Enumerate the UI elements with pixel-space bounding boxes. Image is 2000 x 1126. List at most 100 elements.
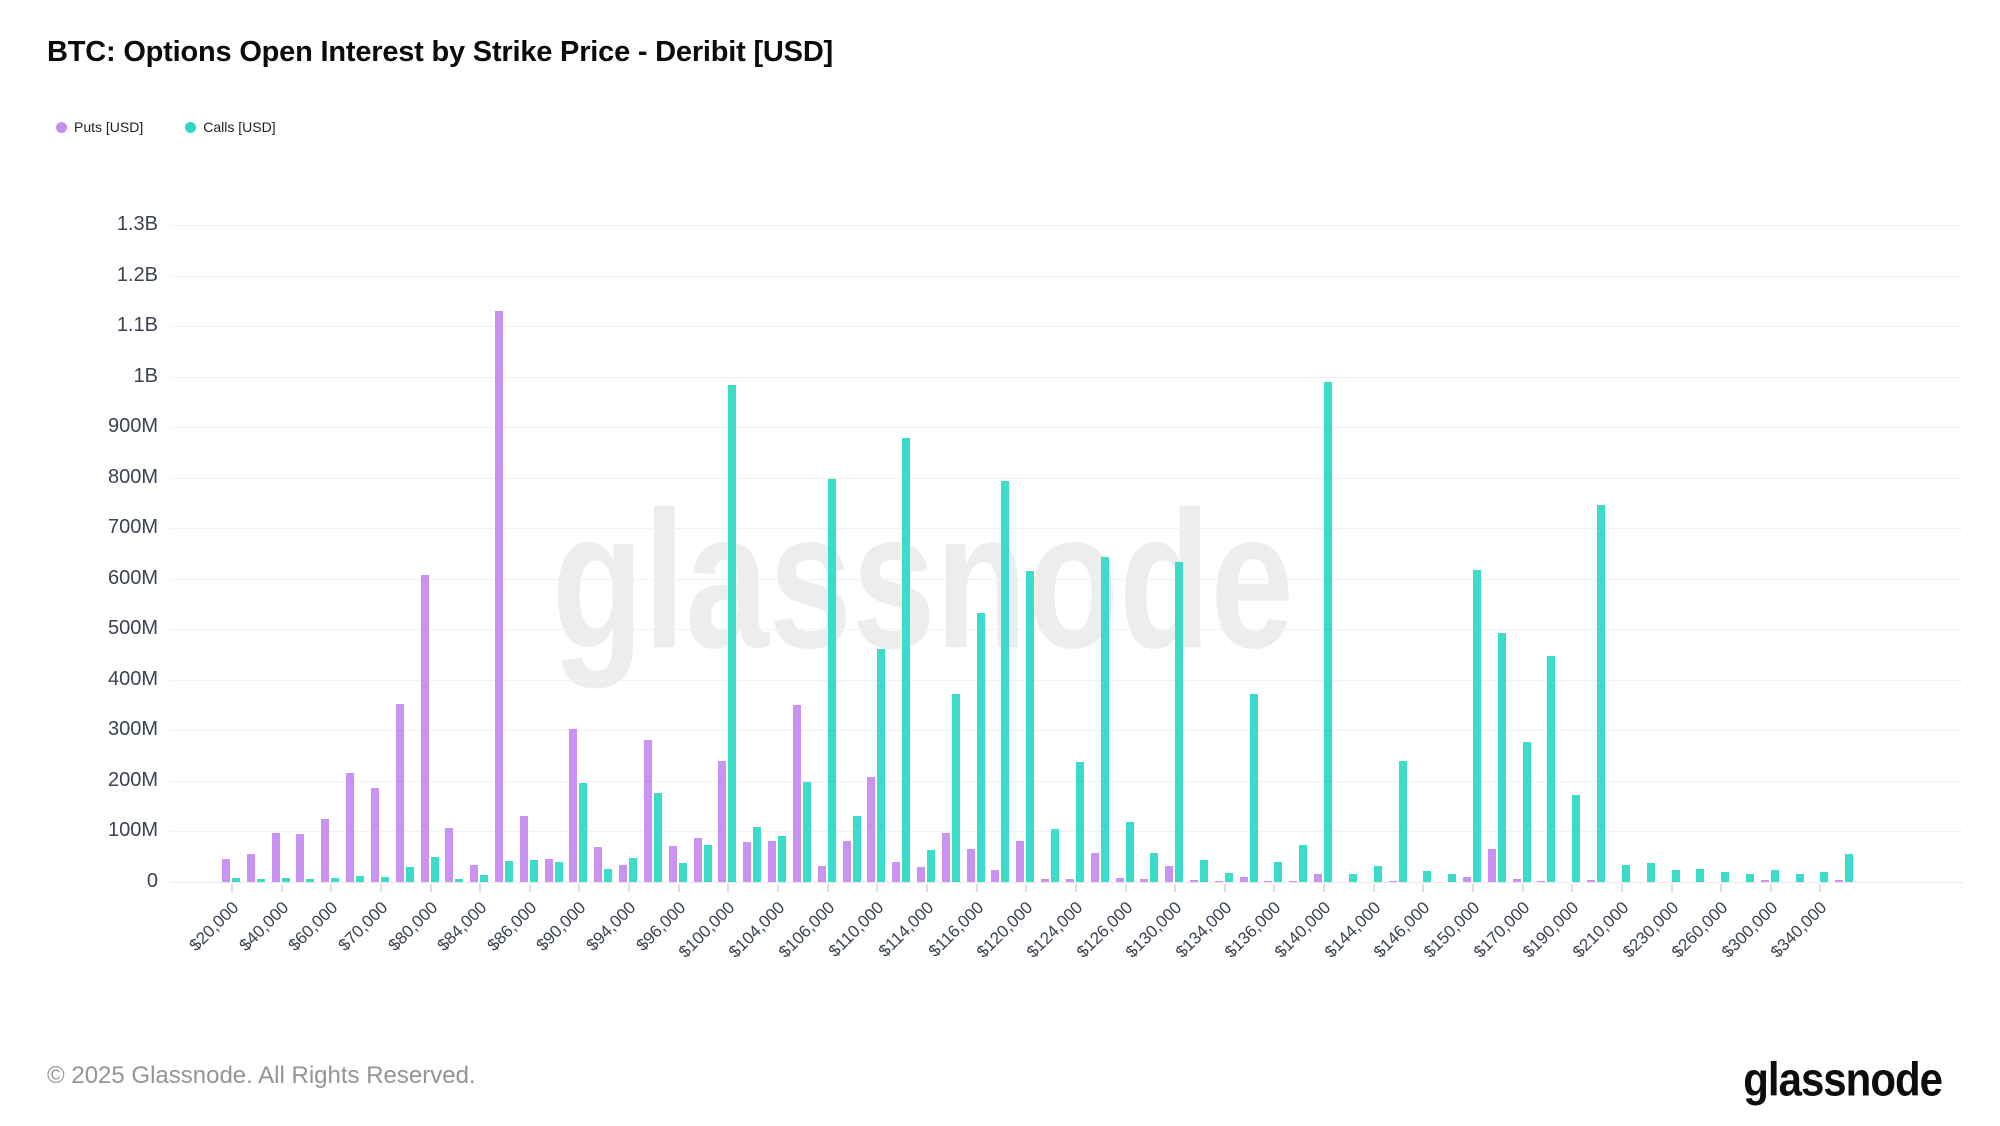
bar-put-$88,000[interactable]: [544, 858, 553, 882]
bar-call-$65,000[interactable]: [356, 875, 365, 882]
bar-call-$170,000[interactable]: [1522, 741, 1531, 882]
bar-put-$30,000[interactable]: [246, 853, 255, 882]
bar-put-$150,000[interactable]: [1463, 876, 1471, 882]
bar-call-$115,000[interactable]: [951, 693, 960, 882]
legend-item-calls[interactable]: Calls [USD]: [185, 119, 276, 135]
bar-put-$80,000[interactable]: [420, 574, 429, 882]
bar-put-$138,000[interactable]: [1289, 880, 1298, 882]
bar-call-$148,000[interactable]: [1448, 874, 1457, 882]
bar-call-$320,000[interactable]: [1795, 874, 1804, 882]
bar-call-$70,000[interactable]: [380, 876, 389, 882]
bar-call-$124,000[interactable]: [1075, 761, 1084, 882]
bar-call-$116,000[interactable]: [976, 613, 985, 882]
bar-put-$124,000[interactable]: [1065, 879, 1074, 882]
bar-put-$160,000[interactable]: [1487, 849, 1496, 882]
bar-call-$132,000[interactable]: [1199, 859, 1208, 882]
bar-put-$145,000[interactable]: [1388, 880, 1397, 882]
bar-call-$88,000[interactable]: [554, 861, 563, 882]
bar-call-$134,000[interactable]: [1224, 872, 1233, 882]
bar-call-$130,000[interactable]: [1175, 561, 1184, 882]
bar-put-$105,000[interactable]: [792, 705, 801, 882]
bar-put-$112,000[interactable]: [892, 862, 901, 882]
bar-call-$180,000[interactable]: [1547, 655, 1556, 882]
bar-put-$98,000[interactable]: [693, 837, 702, 882]
bar-put-$60,000[interactable]: [321, 819, 330, 882]
bar-put-$128,000[interactable]: [1140, 878, 1149, 882]
bar-call-$125,000[interactable]: [1100, 557, 1109, 882]
bar-call-$75,000[interactable]: [405, 866, 414, 882]
bar-put-$200,000[interactable]: [1587, 880, 1596, 882]
bar-call-$128,000[interactable]: [1150, 853, 1159, 882]
bar-call-$190,000[interactable]: [1572, 794, 1581, 882]
bar-call-$118,000[interactable]: [1001, 481, 1010, 882]
bar-put-$70,000[interactable]: [370, 787, 379, 882]
bar-put-$126,000[interactable]: [1115, 878, 1124, 882]
bar-call-$86,000[interactable]: [529, 859, 538, 882]
bar-call-$94,000[interactable]: [629, 857, 638, 882]
bar-call-$220,000[interactable]: [1646, 862, 1655, 882]
bar-call-$142,000[interactable]: [1348, 874, 1357, 882]
bar-call-$200,000[interactable]: [1597, 505, 1606, 882]
bar-put-$102,000[interactable]: [743, 841, 752, 882]
bar-call-$108,000[interactable]: [852, 815, 861, 882]
bar-call-$30,000[interactable]: [256, 879, 265, 882]
bar-call-$340,000[interactable]: [1820, 871, 1829, 882]
bar-call-$106,000[interactable]: [827, 478, 836, 882]
bar-call-$102,000[interactable]: [753, 827, 762, 882]
bar-call-$100,000[interactable]: [728, 385, 737, 882]
bar-call-$95,000[interactable]: [653, 792, 662, 882]
bar-call-$150,000[interactable]: [1473, 570, 1481, 882]
bar-put-$110,000[interactable]: [867, 777, 876, 882]
bar-call-$138,000[interactable]: [1299, 844, 1308, 882]
bar-put-$115,000[interactable]: [941, 833, 950, 882]
bar-call-$105,000[interactable]: [802, 782, 811, 882]
bar-call-$80,000[interactable]: [430, 856, 439, 882]
bar-put-$122,000[interactable]: [1041, 879, 1050, 882]
bar-call-$90,000[interactable]: [579, 782, 588, 882]
bar-call-$82,000[interactable]: [455, 879, 464, 882]
bar-put-$132,000[interactable]: [1189, 880, 1198, 882]
bar-put-$94,000[interactable]: [619, 864, 628, 882]
bar-put-$180,000[interactable]: [1537, 880, 1546, 882]
bar-put-$85,000[interactable]: [495, 310, 504, 882]
bar-call-$85,000[interactable]: [505, 860, 514, 882]
bar-call-$280,000[interactable]: [1746, 874, 1755, 882]
bar-call-$112,000[interactable]: [902, 437, 911, 882]
bar-call-$146,000[interactable]: [1423, 870, 1432, 882]
bar-call-$145,000[interactable]: [1398, 760, 1407, 882]
bar-call-$136,000[interactable]: [1274, 861, 1283, 882]
legend-item-puts[interactable]: Puts [USD]: [56, 119, 143, 135]
bar-put-$360,000[interactable]: [1835, 880, 1844, 882]
bar-call-$120,000[interactable]: [1026, 570, 1035, 882]
bar-call-$230,000[interactable]: [1671, 870, 1680, 882]
bar-call-$110,000[interactable]: [877, 649, 886, 882]
bar-call-$160,000[interactable]: [1497, 633, 1506, 882]
bar-put-$118,000[interactable]: [991, 869, 1000, 882]
bar-call-$135,000[interactable]: [1249, 693, 1258, 882]
bar-put-$100,000[interactable]: [718, 760, 727, 882]
bar-call-$126,000[interactable]: [1125, 821, 1134, 882]
bar-put-$92,000[interactable]: [594, 846, 603, 882]
bar-put-$106,000[interactable]: [817, 866, 826, 882]
bar-put-$82,000[interactable]: [445, 827, 454, 882]
bar-call-$122,000[interactable]: [1051, 828, 1060, 882]
bar-put-$90,000[interactable]: [569, 728, 578, 882]
bar-put-$104,000[interactable]: [768, 841, 777, 882]
bar-call-$144,000[interactable]: [1373, 866, 1382, 882]
bar-put-$134,000[interactable]: [1214, 880, 1223, 882]
bar-put-$86,000[interactable]: [519, 816, 528, 882]
bar-call-$140,000[interactable]: [1324, 382, 1333, 882]
bar-call-$260,000[interactable]: [1721, 872, 1730, 882]
bar-call-$50,000[interactable]: [306, 879, 315, 882]
bar-call-$360,000[interactable]: [1845, 854, 1854, 882]
bar-call-$104,000[interactable]: [778, 835, 787, 882]
bar-call-$210,000[interactable]: [1621, 865, 1630, 882]
bar-put-$40,000[interactable]: [271, 833, 280, 882]
bar-put-$75,000[interactable]: [395, 704, 404, 882]
bar-put-$116,000[interactable]: [966, 849, 975, 882]
bar-put-$20,000[interactable]: [222, 859, 230, 882]
bar-put-$125,000[interactable]: [1090, 853, 1099, 882]
bar-call-$40,000[interactable]: [281, 877, 290, 882]
bar-call-$20,000[interactable]: [232, 877, 240, 882]
bar-put-$120,000[interactable]: [1016, 840, 1025, 882]
